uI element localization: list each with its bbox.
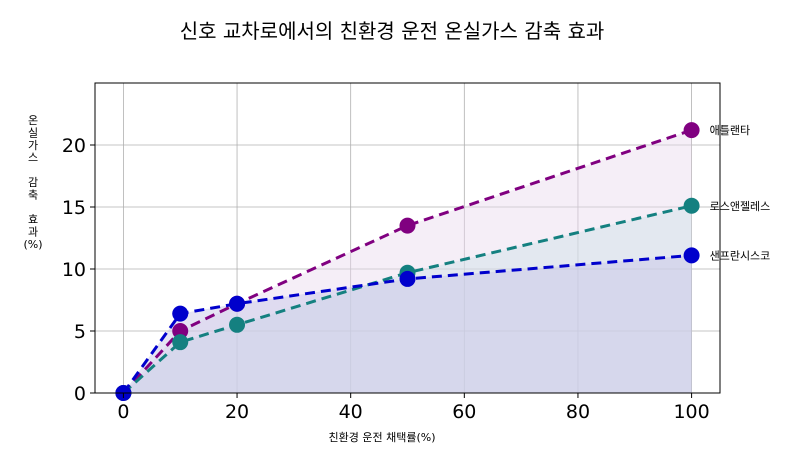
series-label: 샌프란시스코 [710,249,771,262]
x-tick-label: 40 [339,401,363,423]
data-point [172,323,189,339]
x-tick-label: 60 [452,401,476,423]
x-axis-title: 친환경 운전 채택률(%) [329,431,436,444]
series-fill [123,255,692,393]
x-tick-label: 20 [225,401,249,423]
data-point [399,270,416,287]
y-tick-label: 15 [62,197,86,219]
data-point [399,217,416,234]
plot-frame [94,82,721,394]
axes: 0 20 40 60 80 100 0 5 10 15 20 [62,82,721,423]
x-tick-label: 80 [566,401,590,423]
plot-area [95,83,720,393]
series-fill [123,130,692,393]
series-fill [123,205,692,393]
data-point [683,197,700,214]
plot-background [95,83,720,393]
series-label: 애틀랜타 [710,124,750,137]
series-line [122,253,692,394]
x-tick-label: 0 [117,401,129,423]
data-point [683,247,700,264]
data-point [172,305,189,322]
data-point [229,295,246,312]
y-axis-title-line: 과 [28,226,38,239]
y-tick-label: 5 [74,321,86,343]
chart-title: 신호 교차로에서의 친환경 운전 온실가스 감축 효과 [180,19,605,43]
y-tick-label: 10 [62,259,86,281]
y-axis-title-line: 온 [28,114,38,127]
x-tick-label: 100 [673,401,709,423]
y-axis-title-line: 감 [28,176,38,189]
y-axis-title-line: (%) [23,238,42,251]
data-point [683,122,700,139]
y-tick-label: 0 [74,383,86,405]
series-label: 로스앤젤레스 [710,200,771,213]
y-tick-label: 20 [62,135,86,157]
y-axis-title-line: 실 [28,126,38,139]
y-axis-title-line: 축 [28,188,38,201]
data-point [229,316,246,333]
y-axis-title-line: 효 [28,213,38,226]
y-axis-title-line: 스 [28,151,38,164]
series-fills [123,130,692,393]
y-axis-title-line: 가 [28,139,38,152]
data-point [172,334,189,351]
